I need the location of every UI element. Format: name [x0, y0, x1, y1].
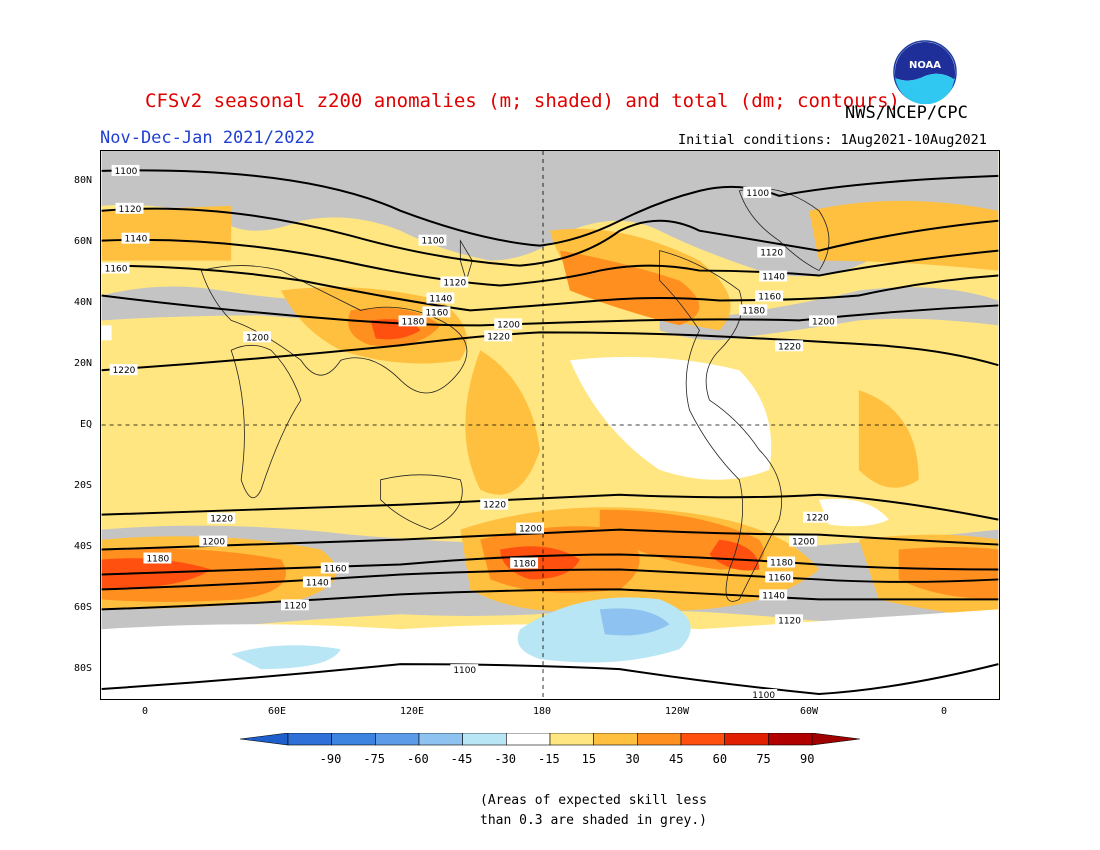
colorbar-label: -90 [319, 752, 342, 766]
contour-label: 1160 [324, 564, 347, 574]
contour-label: 1160 [105, 265, 128, 275]
map-title: CFSv2 seasonal z200 anomalies (m; shaded… [145, 90, 900, 112]
anomaly-negative-30-45 [599, 608, 670, 636]
lat-tick: 80S [74, 663, 93, 674]
colorbar-box [418, 733, 463, 746]
graticule [101, 151, 999, 699]
noaa-logo-text: NOAA [909, 60, 941, 71]
colorbar-label: -45 [450, 752, 473, 766]
colorbar-box [768, 733, 813, 746]
contour-label: 1180 [513, 559, 536, 569]
forecast-period: Nov-Dec-Jan 2021/2022 [100, 128, 315, 148]
colorbar-boxes [240, 733, 860, 746]
colorbar-label: 90 [800, 752, 815, 766]
lat-tick: 80N [74, 175, 93, 186]
contour-label: 1100 [115, 167, 138, 177]
lat-tick: 20S [74, 480, 93, 491]
contour-label: 1100 [453, 666, 476, 676]
colorbar-box [549, 733, 594, 746]
colorbar-label: 45 [669, 752, 684, 766]
lon-tick: 120W [665, 706, 690, 717]
contour-label: 1200 [519, 525, 542, 535]
colorbar [240, 733, 860, 746]
contour-label: 1200 [246, 333, 269, 343]
agency-label: NWS/NCEP/CPC [845, 103, 968, 123]
colorbar-box [462, 733, 507, 746]
contour-label-group: 1100 1100 1100 1100 1100 1120 1120 1120 … [101, 164, 837, 700]
contour-label: 1180 [146, 555, 169, 565]
colorbar-label: -75 [363, 752, 386, 766]
colorbar-label: -15 [538, 752, 560, 766]
colorbar-box [724, 733, 769, 746]
contour-label: 1180 [770, 558, 793, 568]
contour-label: 1120 [443, 279, 466, 289]
colorbar-label: 75 [756, 752, 771, 766]
colorbar-box [375, 733, 420, 746]
contour-label: 1220 [778, 342, 801, 352]
contour-label: 1140 [429, 294, 452, 304]
lat-tick: EQ [80, 419, 93, 430]
lon-tick: 60E [268, 706, 287, 717]
contour-label: 1100 [421, 237, 444, 247]
colorbar-box [506, 733, 551, 746]
colorbar-box [331, 733, 376, 746]
contour-label: 1160 [425, 308, 448, 318]
colorbar-label: -60 [407, 752, 429, 766]
lat-tick: 60S [74, 602, 93, 613]
contour-label: 1100 [752, 691, 775, 700]
colorbar-high-arrow [811, 733, 860, 746]
contour-label: 1120 [119, 205, 142, 215]
colorbar-low-arrow [240, 733, 289, 746]
contour-label: 1140 [125, 235, 148, 245]
skill-note-line2: than 0.3 are shaded in grey.) [480, 813, 707, 828]
skill-note-line1: (Areas of expected skill less [480, 793, 707, 808]
colorbar-label: 30 [625, 752, 640, 766]
contour-label: 1220 [806, 514, 829, 524]
contour-label: 1180 [402, 317, 425, 327]
height-contours [101, 169, 999, 696]
contour-label: 1140 [762, 591, 785, 601]
lat-tick: 40N [74, 297, 93, 308]
anomaly-map: 1100 1100 1100 1100 1100 1120 1120 1120 … [100, 150, 1000, 700]
contour-label: 1140 [762, 273, 785, 283]
colorbar-label: 15 [581, 752, 597, 766]
initial-conditions: Initial conditions: 1Aug2021-10Aug2021 [678, 132, 987, 148]
contour-label: 1200 [792, 538, 815, 548]
lon-tick: 0 [941, 706, 948, 717]
lat-tick: 40S [74, 541, 93, 552]
contour-label: 1220 [487, 332, 510, 342]
contour-label: 1180 [742, 306, 765, 316]
colorbar-box [637, 733, 682, 746]
colorbar-box [287, 733, 332, 746]
contour-label: 1140 [306, 578, 329, 588]
contour-label: 1120 [284, 601, 307, 611]
lat-tick: 60N [74, 236, 93, 247]
contour-label: 1220 [483, 501, 506, 511]
contour-label: 1220 [113, 366, 136, 376]
contour-label: 1200 [497, 320, 520, 330]
contour-label: 1160 [758, 292, 781, 302]
contour-label: 1120 [760, 249, 783, 259]
contour-label: 1200 [202, 538, 225, 548]
contour-label: 1120 [778, 616, 801, 626]
colorbar-label: -30 [494, 752, 517, 766]
lat-tick: 20N [74, 358, 93, 369]
contour-label: 1160 [768, 573, 791, 583]
contour-label: 1220 [210, 515, 233, 525]
lon-tick: 180 [533, 706, 552, 717]
noaa-logo-icon: NOAA [893, 40, 957, 104]
lon-tick: 60W [800, 706, 819, 717]
lon-tick: 0 [142, 706, 149, 717]
lon-tick: 120E [400, 706, 425, 717]
colorbar-box [593, 733, 638, 746]
contour-label: 1100 [746, 189, 769, 199]
colorbar-box [680, 733, 725, 746]
contour-label: 1200 [812, 317, 835, 327]
colorbar-label: 60 [712, 752, 728, 766]
